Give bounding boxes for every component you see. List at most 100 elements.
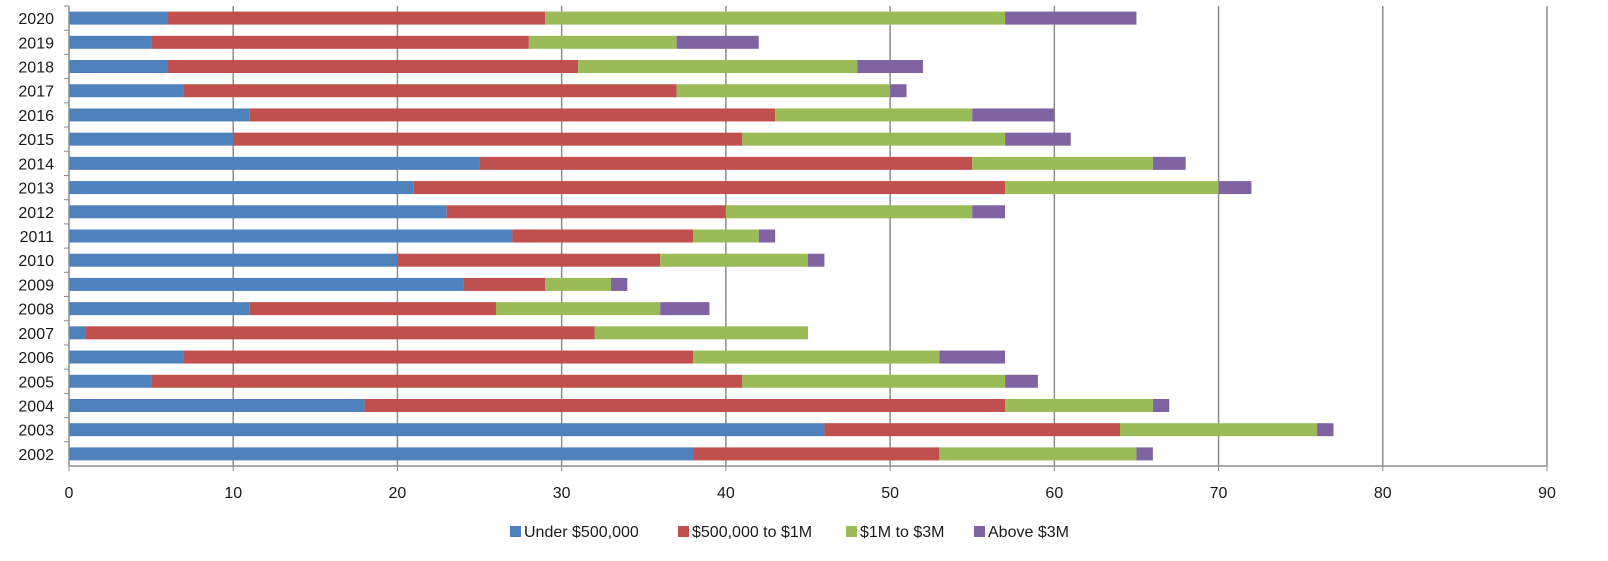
bar-2016-series-2 [249,108,776,122]
bar-2008-series-3 [495,302,661,316]
legend-label-4: Above $3M [988,524,1069,541]
x-tick-label-40: 40 [717,485,735,502]
bar-2020-series-2 [167,11,546,25]
category-label-2018: 2018 [18,60,54,77]
legend: Under $500,000 $500,000 to $1M $1M to $3M A… [510,524,1069,541]
bar-2013-series-3 [1005,181,1219,195]
x-tick-labels: 0 10 20 30 40 50 60 70 80 90 [65,485,1556,502]
bar-2017-series-4 [890,84,907,98]
bar-2010-series-2 [397,253,661,267]
legend-label-3: $1M to $3M [860,524,944,541]
bar-2006-series-3 [693,350,940,364]
bar-2013-series-2 [413,181,1006,195]
axes [64,5,1548,471]
bar-2016-series-3 [775,108,973,122]
bar-2003-series-2 [824,423,1121,437]
bar-2017-series-2 [183,84,677,98]
bar-2013-series-4 [1218,181,1252,195]
x-tick-label-20: 20 [389,485,407,502]
bar-2011-series-1 [69,229,513,243]
bar-2010-series-1 [69,253,398,267]
bar-2003-series-3 [1120,423,1318,437]
x-tick-label-30: 30 [553,485,571,502]
bar-2015-series-2 [233,132,743,146]
bar-2014-series-4 [1152,156,1186,170]
bar-2020-series-4 [1005,11,1137,25]
bar-2002-series-4 [1136,447,1153,461]
bar-2016-series-1 [69,108,250,122]
bar-2003-series-4 [1317,423,1334,437]
category-label-2003: 2003 [18,423,54,440]
bar-2004-series-4 [1152,398,1170,412]
legend-label-1: Under $500,000 [524,524,639,541]
bar-2006-series-2 [183,350,694,364]
bar-2004-series-3 [1005,398,1153,412]
category-label-2016: 2016 [18,108,54,125]
bar-2012-series-3 [725,205,973,219]
bar-2002-series-1 [69,447,694,461]
bars [69,11,1334,461]
bar-2008-series-4 [660,302,710,316]
x-tick-label-80: 80 [1374,485,1392,502]
bar-2009-series-3 [545,277,611,291]
bar-2018-series-1 [69,60,168,74]
bar-2004-series-1 [69,398,365,412]
category-label-2014: 2014 [18,156,54,173]
bar-2011-series-4 [758,229,776,243]
bar-2008-series-1 [69,302,250,316]
category-label-2005: 2005 [18,374,54,391]
category-label-2006: 2006 [18,350,54,367]
bar-2010-series-4 [808,253,825,267]
bar-2019-series-3 [528,35,677,49]
bar-2017-series-1 [69,84,184,98]
x-tick-label-60: 60 [1045,485,1063,502]
category-label-2007: 2007 [18,326,54,343]
legend-swatch-1 [510,526,521,537]
bar-2011-series-2 [512,229,694,243]
category-label-2013: 2013 [18,181,54,198]
category-label-2008: 2008 [18,302,54,319]
bar-2007-series-1 [69,326,86,340]
bar-2018-series-2 [167,60,579,74]
category-label-2011: 2011 [20,229,55,246]
bar-2002-series-3 [939,447,1137,461]
legend-swatch-3 [846,526,857,537]
bar-2006-series-1 [69,350,184,364]
category-label-2004: 2004 [18,398,54,415]
bar-2019-series-4 [676,35,759,49]
bar-2012-series-4 [972,205,1006,219]
bar-2005-series-4 [1005,374,1038,388]
bar-2015-series-4 [1005,132,1071,146]
x-tick-label-0: 0 [65,485,74,502]
bar-2012-series-1 [69,205,447,219]
bar-2015-series-3 [742,132,1006,146]
x-tick-label-10: 10 [224,485,242,502]
bar-2008-series-2 [249,302,496,316]
bar-2007-series-2 [85,326,595,340]
bar-2012-series-2 [446,205,726,219]
legend-swatch-4 [974,526,985,537]
bar-2011-series-3 [693,229,759,243]
category-label-2002: 2002 [18,447,54,464]
x-tick-label-50: 50 [881,485,899,502]
x-tick-label-90: 90 [1538,485,1556,502]
bar-2016-series-4 [972,108,1055,122]
bar-2004-series-2 [364,398,1006,412]
category-label-2009: 2009 [18,277,54,294]
legend-label-2: $500,000 to $1M [692,524,812,541]
bar-2010-series-3 [660,253,808,267]
bar-2002-series-2 [693,447,940,461]
category-label-2010: 2010 [18,253,54,270]
category-label-2012: 2012 [18,205,54,222]
category-label-2017: 2017 [18,84,54,101]
bar-2018-series-3 [578,60,858,74]
bar-2018-series-4 [857,60,923,74]
bar-2005-series-1 [69,374,152,388]
bar-2007-series-3 [594,326,808,340]
gridlines [232,6,1548,466]
bar-2005-series-2 [151,374,743,388]
bar-2003-series-1 [69,423,825,437]
bar-2006-series-4 [939,350,1006,364]
bar-2020-series-3 [545,11,1006,25]
